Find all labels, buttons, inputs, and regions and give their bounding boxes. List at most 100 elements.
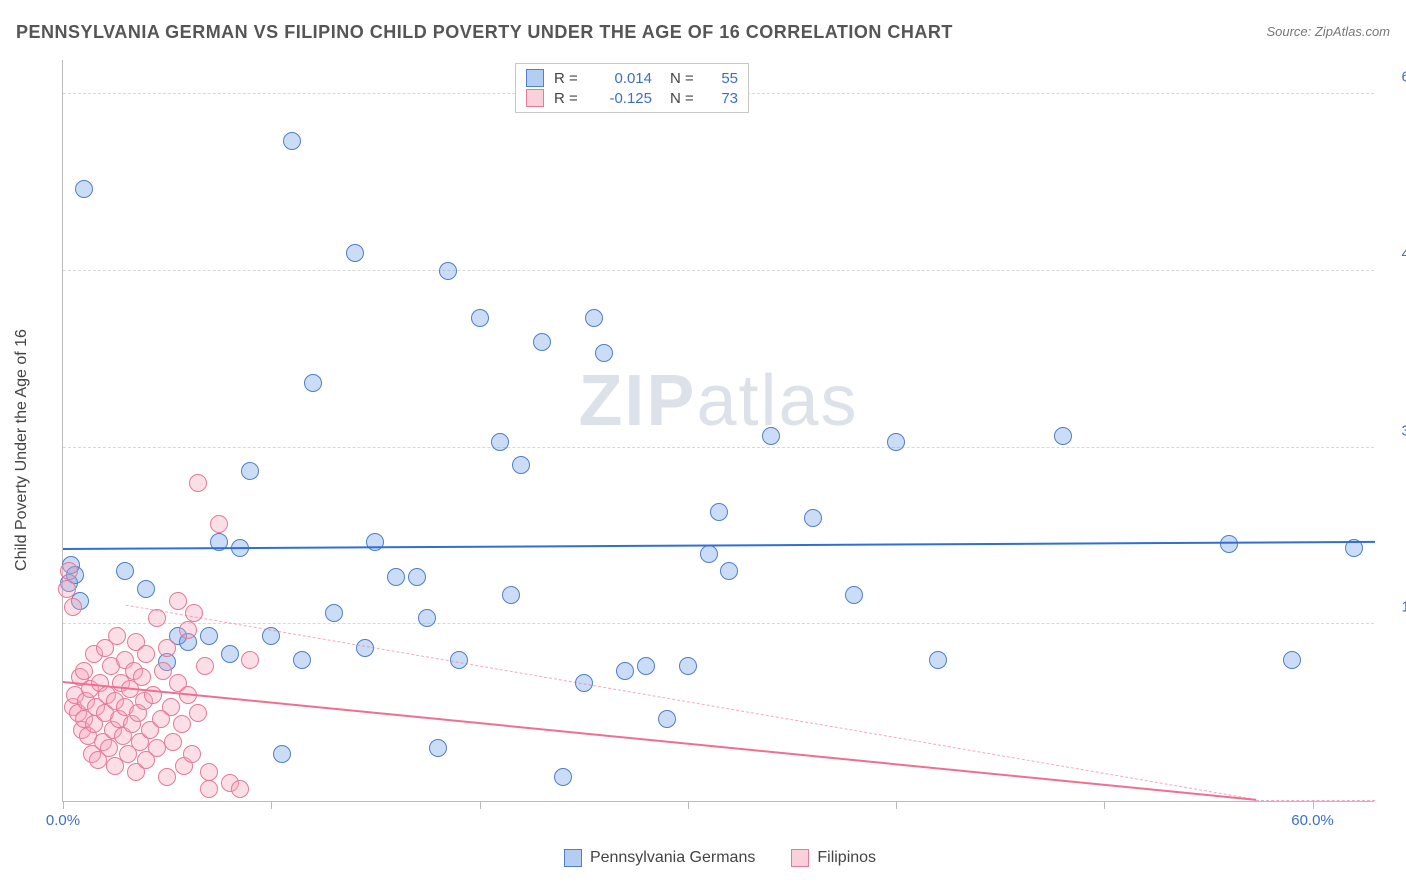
pa_germans-point — [804, 509, 822, 527]
filipinos-point — [137, 645, 155, 663]
series-legend: Pennsylvania Germans Filipinos — [50, 849, 1390, 872]
filipinos-point — [231, 780, 249, 798]
pa_germans-trendline — [63, 541, 1375, 550]
pa_germans-point — [408, 568, 426, 586]
pa_germans-point — [533, 333, 551, 351]
pa_germans-point — [1054, 427, 1072, 445]
chart-container: Child Poverty Under the Age of 16 ZIPatl… — [50, 60, 1390, 840]
filipinos-point — [200, 763, 218, 781]
pa_germans-point — [929, 651, 947, 669]
y-tick-label: 45.0% — [1384, 246, 1406, 263]
pa_germans-point — [471, 309, 489, 327]
x-tick — [480, 801, 481, 809]
pa_germans-point — [512, 456, 530, 474]
x-tick — [1313, 801, 1314, 809]
r-label: R = — [554, 90, 584, 107]
filipinos-point — [100, 739, 118, 757]
filipinos-point — [241, 651, 259, 669]
x-tick — [896, 801, 897, 809]
n-value: 55 — [708, 70, 738, 87]
pa_germans-point — [241, 462, 259, 480]
filipinos-point — [148, 739, 166, 757]
legend-item-pa_germans: Pennsylvania Germans — [564, 849, 755, 867]
x-tick — [688, 801, 689, 809]
legend-label: Filipinos — [817, 849, 876, 867]
gridline — [63, 447, 1374, 448]
pa_germans-point — [450, 651, 468, 669]
filipinos-point — [185, 604, 203, 622]
y-tick-label: 60.0% — [1384, 69, 1406, 86]
x-tick — [1104, 801, 1105, 809]
pa_germans-point — [679, 657, 697, 675]
scatter-plot: ZIPatlas R =0.014N =55R =-0.125N =73 15.… — [62, 60, 1374, 802]
pa_germans-point — [325, 604, 343, 622]
x-tick — [271, 801, 272, 809]
filipinos-point — [133, 668, 151, 686]
filipinos-point — [183, 745, 201, 763]
pa_germans-point — [273, 745, 291, 763]
watermark: ZIPatlas — [578, 360, 858, 442]
pa_germans-point — [221, 645, 239, 663]
pa_germans-point — [585, 309, 603, 327]
filipinos-point — [158, 768, 176, 786]
filipinos-point — [189, 474, 207, 492]
filipinos-point — [60, 562, 78, 580]
pa_germans-point — [637, 657, 655, 675]
y-tick-label: 30.0% — [1384, 422, 1406, 439]
pa_germans-point — [762, 427, 780, 445]
pa_germans-point — [887, 433, 905, 451]
r-value: -0.125 — [594, 90, 652, 107]
n-label: N = — [670, 90, 698, 107]
filipinos-point — [169, 592, 187, 610]
x-tick-label: 0.0% — [46, 812, 80, 829]
pa_germans-point — [304, 374, 322, 392]
filipinos-point — [162, 698, 180, 716]
filipinos-point — [189, 704, 207, 722]
gridline — [63, 623, 1374, 624]
legend-swatch — [526, 69, 544, 87]
legend-row-filipinos: R = -0.125 N = 73 — [526, 88, 738, 108]
n-label: N = — [670, 70, 698, 87]
x-tick-label: 60.0% — [1291, 812, 1334, 829]
pa_germans-point — [429, 739, 447, 757]
gridline — [63, 270, 1374, 271]
pa_germans-point — [439, 262, 457, 280]
filipinos-point — [75, 662, 93, 680]
pa_germans-point — [200, 627, 218, 645]
page-title: PENNSYLVANIA GERMAN VS FILIPINO CHILD PO… — [16, 22, 953, 42]
pa_germans-point — [283, 132, 301, 150]
pa_germans-point — [700, 545, 718, 563]
legend-row-pa_germans: R = 0.014 N = 55 — [526, 68, 738, 88]
filipinos-point — [64, 598, 82, 616]
pa_germans-point — [616, 662, 634, 680]
pa_germans-point — [595, 344, 613, 362]
pa_germans-point — [1220, 535, 1238, 553]
legend-item-filipinos: Filipinos — [791, 849, 876, 867]
filipinos-point — [173, 715, 191, 733]
pa_germans-point — [387, 568, 405, 586]
pa_germans-point — [502, 586, 520, 604]
r-value: 0.014 — [594, 70, 652, 87]
pa_germans-point — [116, 562, 134, 580]
r-label: R = — [554, 70, 584, 87]
filipinos-trendline-dashed — [125, 605, 1255, 800]
n-value: 73 — [708, 90, 738, 107]
filipinos-point — [210, 515, 228, 533]
pa_germans-point — [137, 580, 155, 598]
pa_germans-point — [554, 768, 572, 786]
pa_germans-point — [75, 180, 93, 198]
filipinos-point — [108, 627, 126, 645]
pa_germans-point — [293, 651, 311, 669]
filipinos-point — [58, 580, 76, 598]
legend-swatch — [791, 849, 809, 867]
source-attribution: Source: ZipAtlas.com — [1266, 24, 1390, 39]
filipinos-point — [179, 621, 197, 639]
legend-swatch — [526, 89, 544, 107]
pa_germans-point — [418, 609, 436, 627]
correlation-legend: R = 0.014 N = 55 R = -0.125 N = 73 — [515, 63, 749, 113]
pa_germans-point — [720, 562, 738, 580]
filipinos-point — [164, 733, 182, 751]
pa_germans-point — [710, 503, 728, 521]
pa_germans-point — [658, 710, 676, 728]
legend-label: Pennsylvania Germans — [590, 849, 755, 867]
